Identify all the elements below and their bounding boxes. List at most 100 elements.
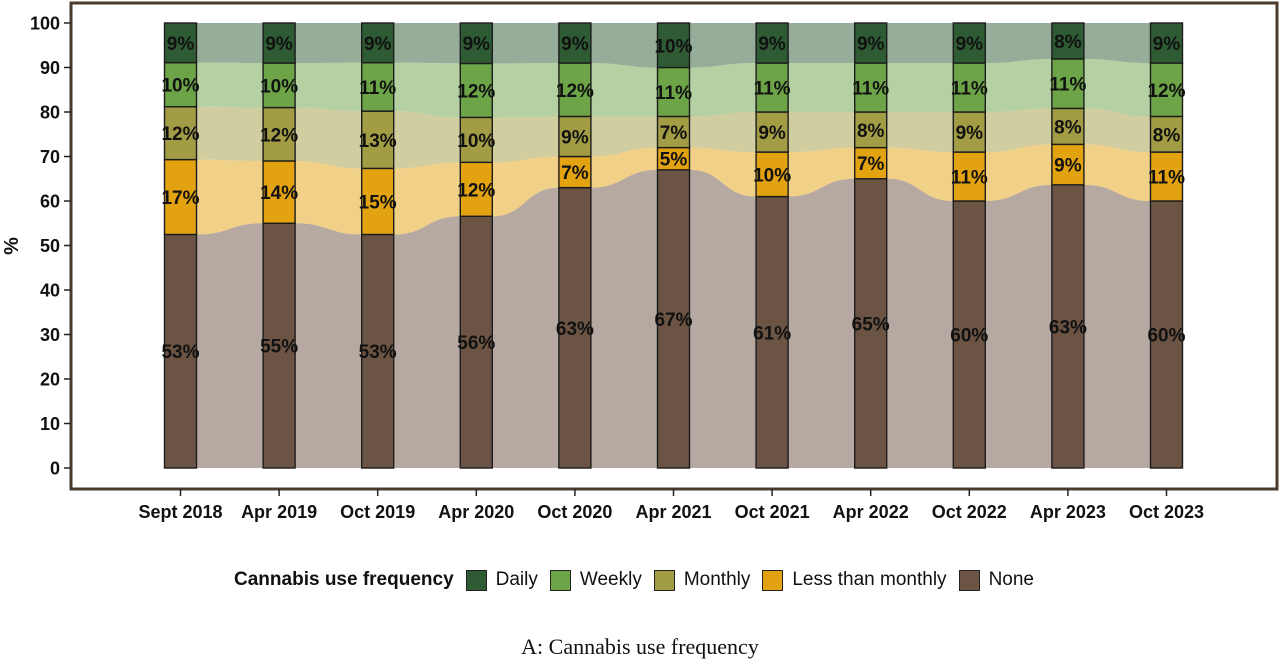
flow-daily-8 xyxy=(985,23,1052,64)
label-monthly-apr-2019: 12% xyxy=(260,125,298,146)
label-daily-sept-2018: 9% xyxy=(167,34,195,55)
label-none-oct-2023: 60% xyxy=(1147,326,1185,347)
legend: Cannabis use frequency Daily Weekly Mont… xyxy=(0,563,1280,597)
bar-monthly-oct-2019 xyxy=(361,110,395,170)
label-less-than-monthly-oct-2019: 15% xyxy=(359,192,397,213)
label-less-than-monthly-oct-2020: 7% xyxy=(561,163,589,184)
legend-item-none: None xyxy=(958,569,1034,591)
flow-none-3 xyxy=(492,187,559,468)
alluvial-chart: 53% 17% 12% 10% 9% 55% 14% 12% 10% 9% 53% 15% 13% 11%… xyxy=(1,1,1279,522)
label-daily-oct-2023: 9% xyxy=(1153,34,1181,55)
bar-weekly-oct-2023 xyxy=(1149,62,1184,118)
y-tick-label-70: 70 xyxy=(40,147,60,167)
y-tick-label-60: 60 xyxy=(40,192,60,212)
bar-daily-apr-2022 xyxy=(854,22,888,64)
flow-monthly-9 xyxy=(1083,108,1151,153)
label-weekly-oct-2020: 12% xyxy=(556,81,594,102)
label-less-than-monthly-apr-2020: 12% xyxy=(457,180,495,201)
y-tick-label-80: 80 xyxy=(40,103,60,123)
legend-label-none: None xyxy=(988,569,1034,590)
flow-monthly-7 xyxy=(886,112,954,153)
bar-none-apr-2019 xyxy=(262,222,296,469)
flow-less-than-monthly-9 xyxy=(1083,144,1151,201)
bar-daily-apr-2020 xyxy=(459,22,493,65)
label-weekly-sept-2018: 10% xyxy=(161,76,199,97)
legend-swatch-daily xyxy=(465,569,487,591)
flow-daily-4 xyxy=(590,23,658,68)
bar-none-oct-2019 xyxy=(361,233,395,469)
bar-monthly-oct-2023 xyxy=(1149,115,1184,153)
label-weekly-oct-2022: 11% xyxy=(951,79,988,100)
label-none-oct-2022: 60% xyxy=(950,326,988,347)
label-daily-apr-2022: 9% xyxy=(857,34,885,55)
y-axis-label: % xyxy=(1,237,23,255)
label-weekly-apr-2020: 12% xyxy=(457,81,495,102)
flow-none-6 xyxy=(788,178,855,468)
bar-daily-sept-2018 xyxy=(163,22,198,64)
bars-layer xyxy=(163,22,1184,469)
bar-monthly-apr-2021 xyxy=(656,115,691,149)
flow-none-7 xyxy=(886,178,954,468)
flow-daily-3 xyxy=(492,23,559,64)
label-less-than-monthly-apr-2019: 14% xyxy=(260,183,298,204)
y-tick-label-10: 10 xyxy=(40,414,60,434)
flow-less-than-monthly-8 xyxy=(985,144,1052,201)
flow-monthly-3 xyxy=(492,116,559,163)
bar-none-apr-2020 xyxy=(459,215,493,469)
legend-item-monthly: Monthly xyxy=(653,569,750,591)
legend-item-weekly: Weekly xyxy=(549,569,642,591)
label-daily-oct-2020: 9% xyxy=(561,34,589,55)
flow-weekly-6 xyxy=(788,63,855,112)
flow-weekly-5 xyxy=(689,63,757,117)
bar-none-oct-2022 xyxy=(952,200,986,469)
flow-none-5 xyxy=(689,169,757,468)
flow-none-4 xyxy=(590,169,658,468)
bar-weekly-oct-2022 xyxy=(952,62,986,113)
legend-swatch-none xyxy=(958,569,980,591)
flow-less-than-monthly-0 xyxy=(196,159,264,235)
bar-monthly-apr-2019 xyxy=(262,106,296,162)
bar-monthly-oct-2020 xyxy=(558,115,592,158)
x-tick-label-sept-2018: Sept 2018 xyxy=(138,502,222,522)
label-monthly-sept-2018: 12% xyxy=(161,124,199,145)
label-weekly-oct-2019: 11% xyxy=(359,78,396,99)
flow-daily-1 xyxy=(295,23,362,64)
legend-label-less-than-monthly: Less than monthly xyxy=(792,569,947,590)
y-axis: 0 10 20 30 40 50 60 70 80 90 100 xyxy=(30,14,71,479)
flow-daily-6 xyxy=(788,23,855,64)
flow-less-than-monthly-3 xyxy=(492,156,559,217)
y-tick-label-50: 50 xyxy=(40,236,60,256)
flow-weekly-8 xyxy=(985,58,1052,112)
label-monthly-apr-2020: 10% xyxy=(457,131,495,152)
label-weekly-apr-2021: 11% xyxy=(655,83,692,104)
label-less-than-monthly-oct-2021: 10% xyxy=(753,165,791,186)
label-weekly-apr-2019: 10% xyxy=(260,76,298,97)
flow-less-than-monthly-1 xyxy=(295,160,362,235)
flow-daily-7 xyxy=(886,23,954,64)
bar-less-than-monthly-oct-2022 xyxy=(952,151,986,202)
label-less-than-monthly-apr-2023: 9% xyxy=(1054,156,1082,177)
label-monthly-apr-2023: 8% xyxy=(1054,117,1082,138)
legend-swatch-monthly xyxy=(653,569,675,591)
label-monthly-oct-2023: 8% xyxy=(1153,125,1181,146)
bar-none-apr-2022 xyxy=(854,178,888,469)
x-tick-label-apr-2022: Apr 2022 xyxy=(833,502,909,522)
bar-weekly-apr-2021 xyxy=(656,66,691,118)
legend-swatch-less-than-monthly xyxy=(762,569,784,591)
bar-daily-oct-2022 xyxy=(952,22,986,64)
label-none-sept-2018: 53% xyxy=(161,342,199,363)
bar-monthly-apr-2023 xyxy=(1051,107,1085,146)
flow-less-than-monthly-2 xyxy=(393,162,461,235)
label-none-apr-2023: 63% xyxy=(1049,317,1087,338)
x-tick-label-apr-2019: Apr 2019 xyxy=(241,502,317,522)
label-none-apr-2020: 56% xyxy=(457,333,495,354)
flow-none-1 xyxy=(295,223,362,468)
flow-less-than-monthly-6 xyxy=(788,147,855,197)
flow-less-than-monthly-7 xyxy=(886,147,954,201)
label-daily-apr-2020: 9% xyxy=(463,34,491,55)
x-axis: Sept 2018 Apr 2019 Oct 2019 Apr 2020 Oct 202… xyxy=(138,489,1204,522)
y-tick-label-30: 30 xyxy=(40,325,60,345)
flow-weekly-2 xyxy=(393,62,461,118)
flow-none-9 xyxy=(1083,184,1151,468)
flow-monthly-8 xyxy=(985,108,1052,153)
